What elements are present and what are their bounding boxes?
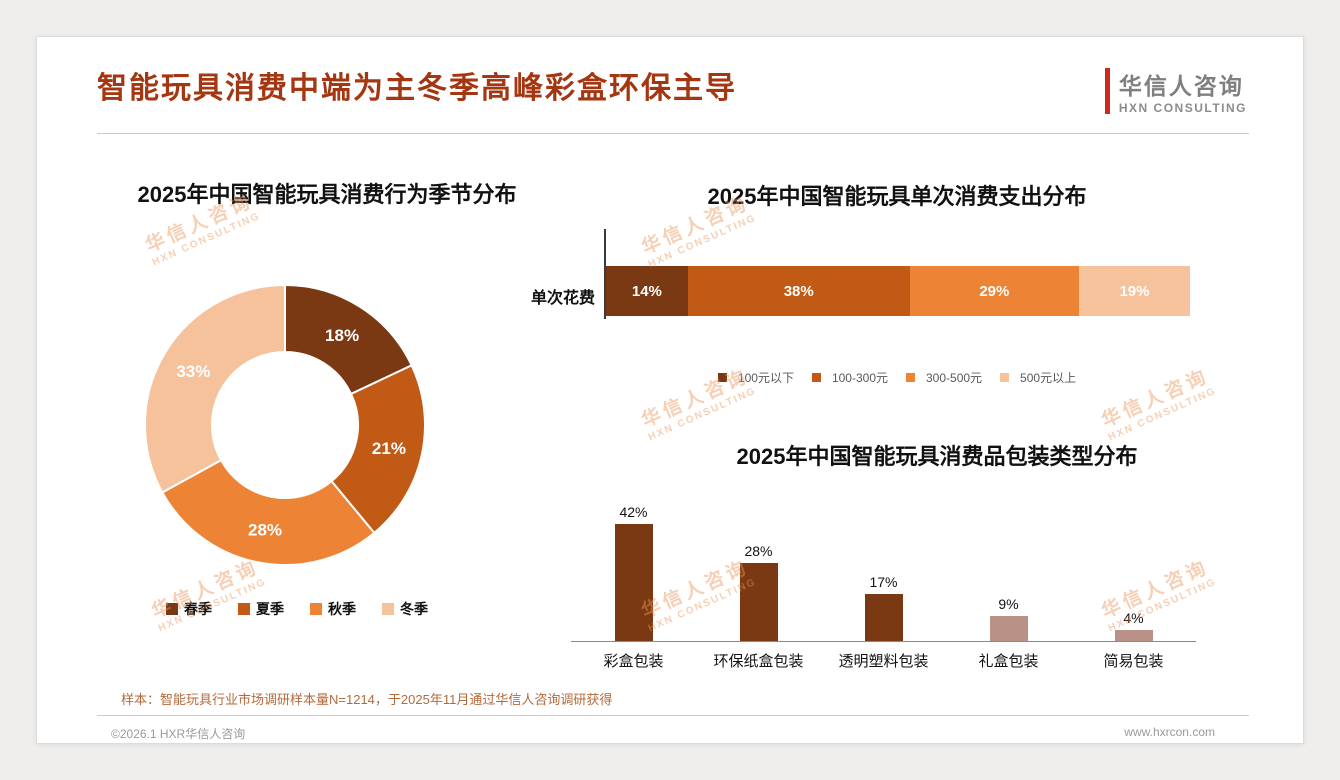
bar-value-label: 4% [1123,609,1144,626]
stacked-bar-row-label: 单次花费 [530,290,595,307]
donut-legend-item: 夏季 [238,599,284,619]
report-card: 智能玩具消费中端为主冬季高峰彩盒环保主导 华信人咨询 HXN CONSULTIN… [36,36,1304,744]
bar-category-label: 简易包装 [1103,653,1164,670]
bar-rect [989,615,1028,641]
stack-legend-item: 500元以上 [1000,369,1076,386]
legend-label: 500元以上 [1020,371,1077,385]
legend-label: 秋季 [328,601,356,617]
stack-segment-500元以上: 19% [1079,266,1190,316]
bar-chart-title: 2025年中国智能玩具消费品包装类型分布 [736,444,1138,469]
donut-segment-冬季 [144,283,286,494]
watermark-line2: HXN CONSULTING [150,210,263,269]
bar-rect [614,524,653,641]
logo-subtitle: HXN CONSULTING [1118,101,1247,115]
donut-segment-夏季 [330,364,426,535]
donut-legend-item: 春季 [166,599,212,619]
legend-swatch [382,603,394,615]
donut-legend-item: 秋季 [310,599,356,619]
bar-value-label: 9% [998,595,1019,612]
sample-note: 样本：智能玩具行业市场调研样本量N=1214，于2025年11月通过华信人咨询调… [121,692,613,707]
logo-name: 华信人咨询 [1118,73,1244,99]
bar-column-环保纸盒包装: 28% [696,543,821,641]
header-divider [97,133,1249,134]
donut-value-label: 18% [325,326,359,345]
stacked-bar-axis [604,229,606,319]
company-logo: 华信人咨询 HXN CONSULTING [1104,67,1247,115]
page-title: 智能玩具消费中端为主冬季高峰彩盒环保主导 [97,72,737,105]
donut-legend: 春季 夏季 秋季 冬季 [77,599,517,619]
donut-value-label: 21% [372,439,406,458]
donut-value-label: 28% [248,521,282,540]
bar-column-礼盒包装: 9% [946,596,1071,641]
stacked-bar-legend: 100元以下 100-300元 300-500元 500元以上 [547,369,1247,386]
bar-category-label: 透明塑料包装 [838,653,929,670]
stack-segment-100元以下: 14% [606,266,688,316]
logo-text: 华信人咨询 HXN CONSULTING [1119,67,1247,115]
bar-column-简易包装: 4% [1071,610,1196,641]
legend-swatch [310,603,322,615]
legend-label: 100-300元 [831,371,888,385]
legend-label: 100元以下 [737,371,794,385]
legend-swatch [717,373,727,382]
donut-chart: 18% 21% 28% 33% [135,275,435,575]
bar-value-label: 17% [869,573,898,590]
bar-value-label: 42% [619,504,648,521]
bar-column-透明塑料包装: 17% [821,574,946,641]
legend-swatch [1000,373,1010,382]
bar-column-彩盒包装: 42% [571,504,696,641]
bar-category-label: 礼盒包装 [978,653,1039,670]
donut-legend-item: 冬季 [382,599,428,619]
legend-swatch [811,373,821,382]
legend-swatch [906,373,915,382]
watermark-line2: HXN CONSULTING [646,385,759,444]
stack-legend-item: 100元以下 [717,369,794,386]
donut-svg: 18% 21% 28% 33% [144,283,426,566]
legend-label: 300-500元 [926,371,983,385]
stack-legend-item: 300-500元 [906,369,982,386]
watermark-line2: HXN CONSULTING [1106,385,1219,444]
bar-chart-plot: 42% 28% 17% 9% 4% [571,497,1196,641]
bar-rect [864,593,903,641]
stack-segment-300-500元: 29% [909,266,1080,316]
footer-divider [97,715,1249,716]
donut-segment-春季 [284,283,414,396]
stacked-bar-title: 2025年中国智能玩具单次消费支出分布 [707,184,1087,209]
watermark-line2: HXN CONSULTING [646,212,759,271]
bar-value-label: 28% [744,543,773,560]
bar-rect [1114,629,1153,641]
bar-rect [739,563,778,641]
donut-segment-秋季 [160,458,376,566]
logo-accent-bar [1104,68,1110,114]
stack-legend-item: 100-300元 [811,369,888,386]
donut-value-label: 33% [176,362,210,381]
legend-swatch [238,603,250,615]
bar-category-label: 彩盒包装 [603,653,664,670]
bar-chart-axis [571,641,1196,642]
legend-label: 夏季 [256,601,284,617]
legend-swatch [166,603,178,615]
bar-chart-categories: 彩盒包装 环保纸盒包装 透明塑料包装 礼盒包装 简易包装 [571,650,1196,671]
footer-website: www.hxrcon.com [1124,725,1215,739]
legend-label: 春季 [184,601,212,617]
bar-category-label: 环保纸盒包装 [713,653,804,670]
stack-segment-100-300元: 38% [687,266,910,316]
stacked-bar: 14% 38% 29% 19% [606,266,1190,316]
legend-label: 冬季 [400,601,428,617]
footer-copyright: ©2026.1 HXR华信人咨询 [111,727,246,741]
donut-chart-title: 2025年中国智能玩具消费行为季节分布 [137,182,517,207]
